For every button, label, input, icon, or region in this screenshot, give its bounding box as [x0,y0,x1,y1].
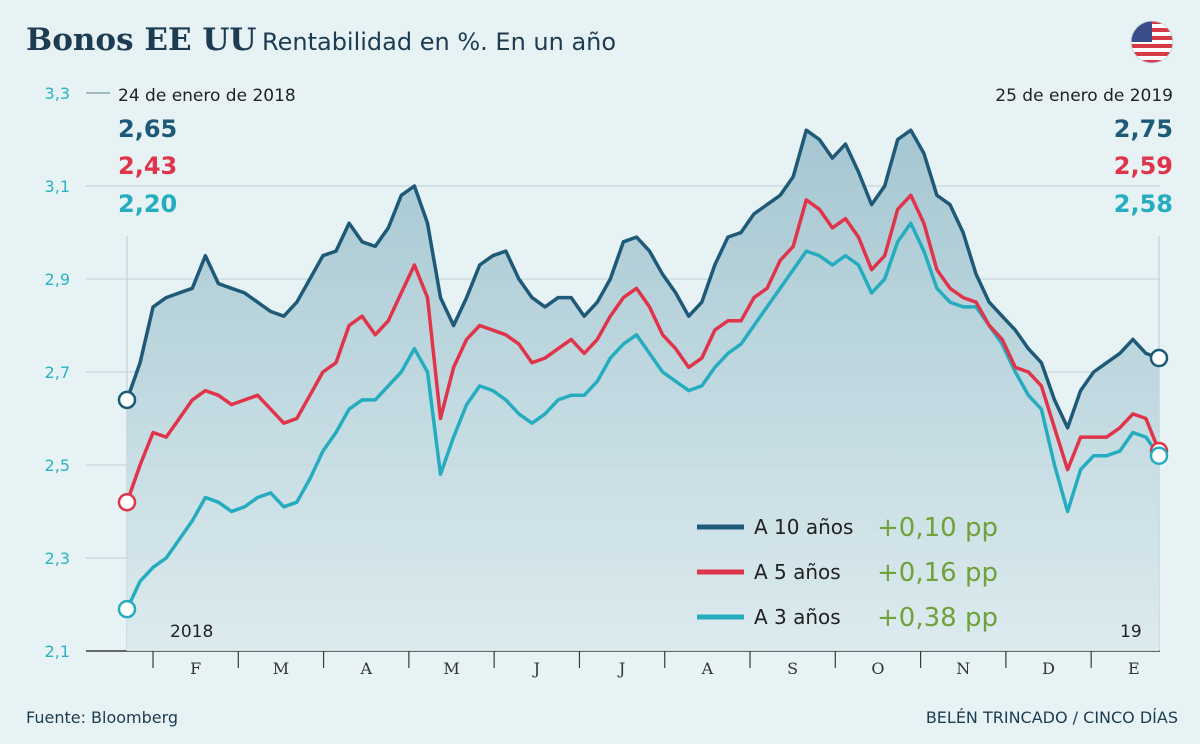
month-label: O [871,659,884,678]
month-label: S [787,659,798,678]
y-tick-label: 2,3 [45,549,70,568]
y-tick-label: 3,1 [45,177,70,196]
end-point-10y [1149,348,1169,368]
month-label: J [617,659,625,678]
y-tick-label: 3,3 [45,84,70,103]
end-value-5y: 2,59 [1114,152,1173,180]
month-label: D [1042,659,1055,678]
month-label: A [701,659,714,678]
start-value-5y: 2,43 [118,152,177,180]
chart-title: Bonos EE UU [26,22,256,58]
chart-subtitle: Rentabilidad en %. En un año [262,28,616,56]
source-label: Fuente: Bloomberg [26,708,178,727]
y-tick-label: 2,7 [45,363,70,382]
legend-change-10y: +0,10 pp [877,513,998,543]
series-line-10y [125,128,1161,430]
legend-label-10y: A 10 años [754,515,853,539]
legend-change-3y: +0,38 pp [877,603,998,633]
month-label: M [443,659,459,678]
end-point-3y [1149,446,1169,465]
y-tick-label: 2,5 [45,456,70,475]
line-layer [125,128,1161,611]
start-point-10y [117,390,137,410]
end-value-10y: 2,75 [1114,115,1173,143]
legend-label-5y: A 5 años [754,560,841,584]
month-label: M [273,659,289,678]
month-label: E [1128,659,1140,678]
credit-label: BELÉN TRINCADO / CINCO DÍAS [926,708,1178,727]
end-date-label: 25 de enero de 2019 [995,86,1173,106]
series-line-5y [125,193,1161,504]
start-point-5y [117,492,137,512]
legend-label-3y: A 3 años [754,605,841,629]
us-flag-icon [1130,20,1174,64]
start-value-3y: 2,20 [118,190,177,218]
y-tick-label: 2,9 [45,270,70,289]
month-label: J [532,659,540,678]
start-point-3y [117,599,137,619]
area-layer [127,130,1159,651]
legend-change-5y: +0,16 pp [877,558,998,588]
start-value-10y: 2,65 [118,115,177,143]
area-10y [127,130,1159,651]
month-label: F [190,659,201,678]
year-end-label: 19 [1120,622,1142,642]
legend: A 10 años +0,10 pp A 5 años +0,16 pp A 3… [697,513,998,633]
y-tick-label: 2,1 [45,642,70,661]
year-start-label: 2018 [170,622,213,642]
start-date-label: 24 de enero de 2018 [118,86,296,106]
month-label: A [359,659,372,678]
point-layer [117,348,1169,619]
end-value-3y: 2,58 [1114,190,1173,218]
month-label: N [956,659,970,678]
